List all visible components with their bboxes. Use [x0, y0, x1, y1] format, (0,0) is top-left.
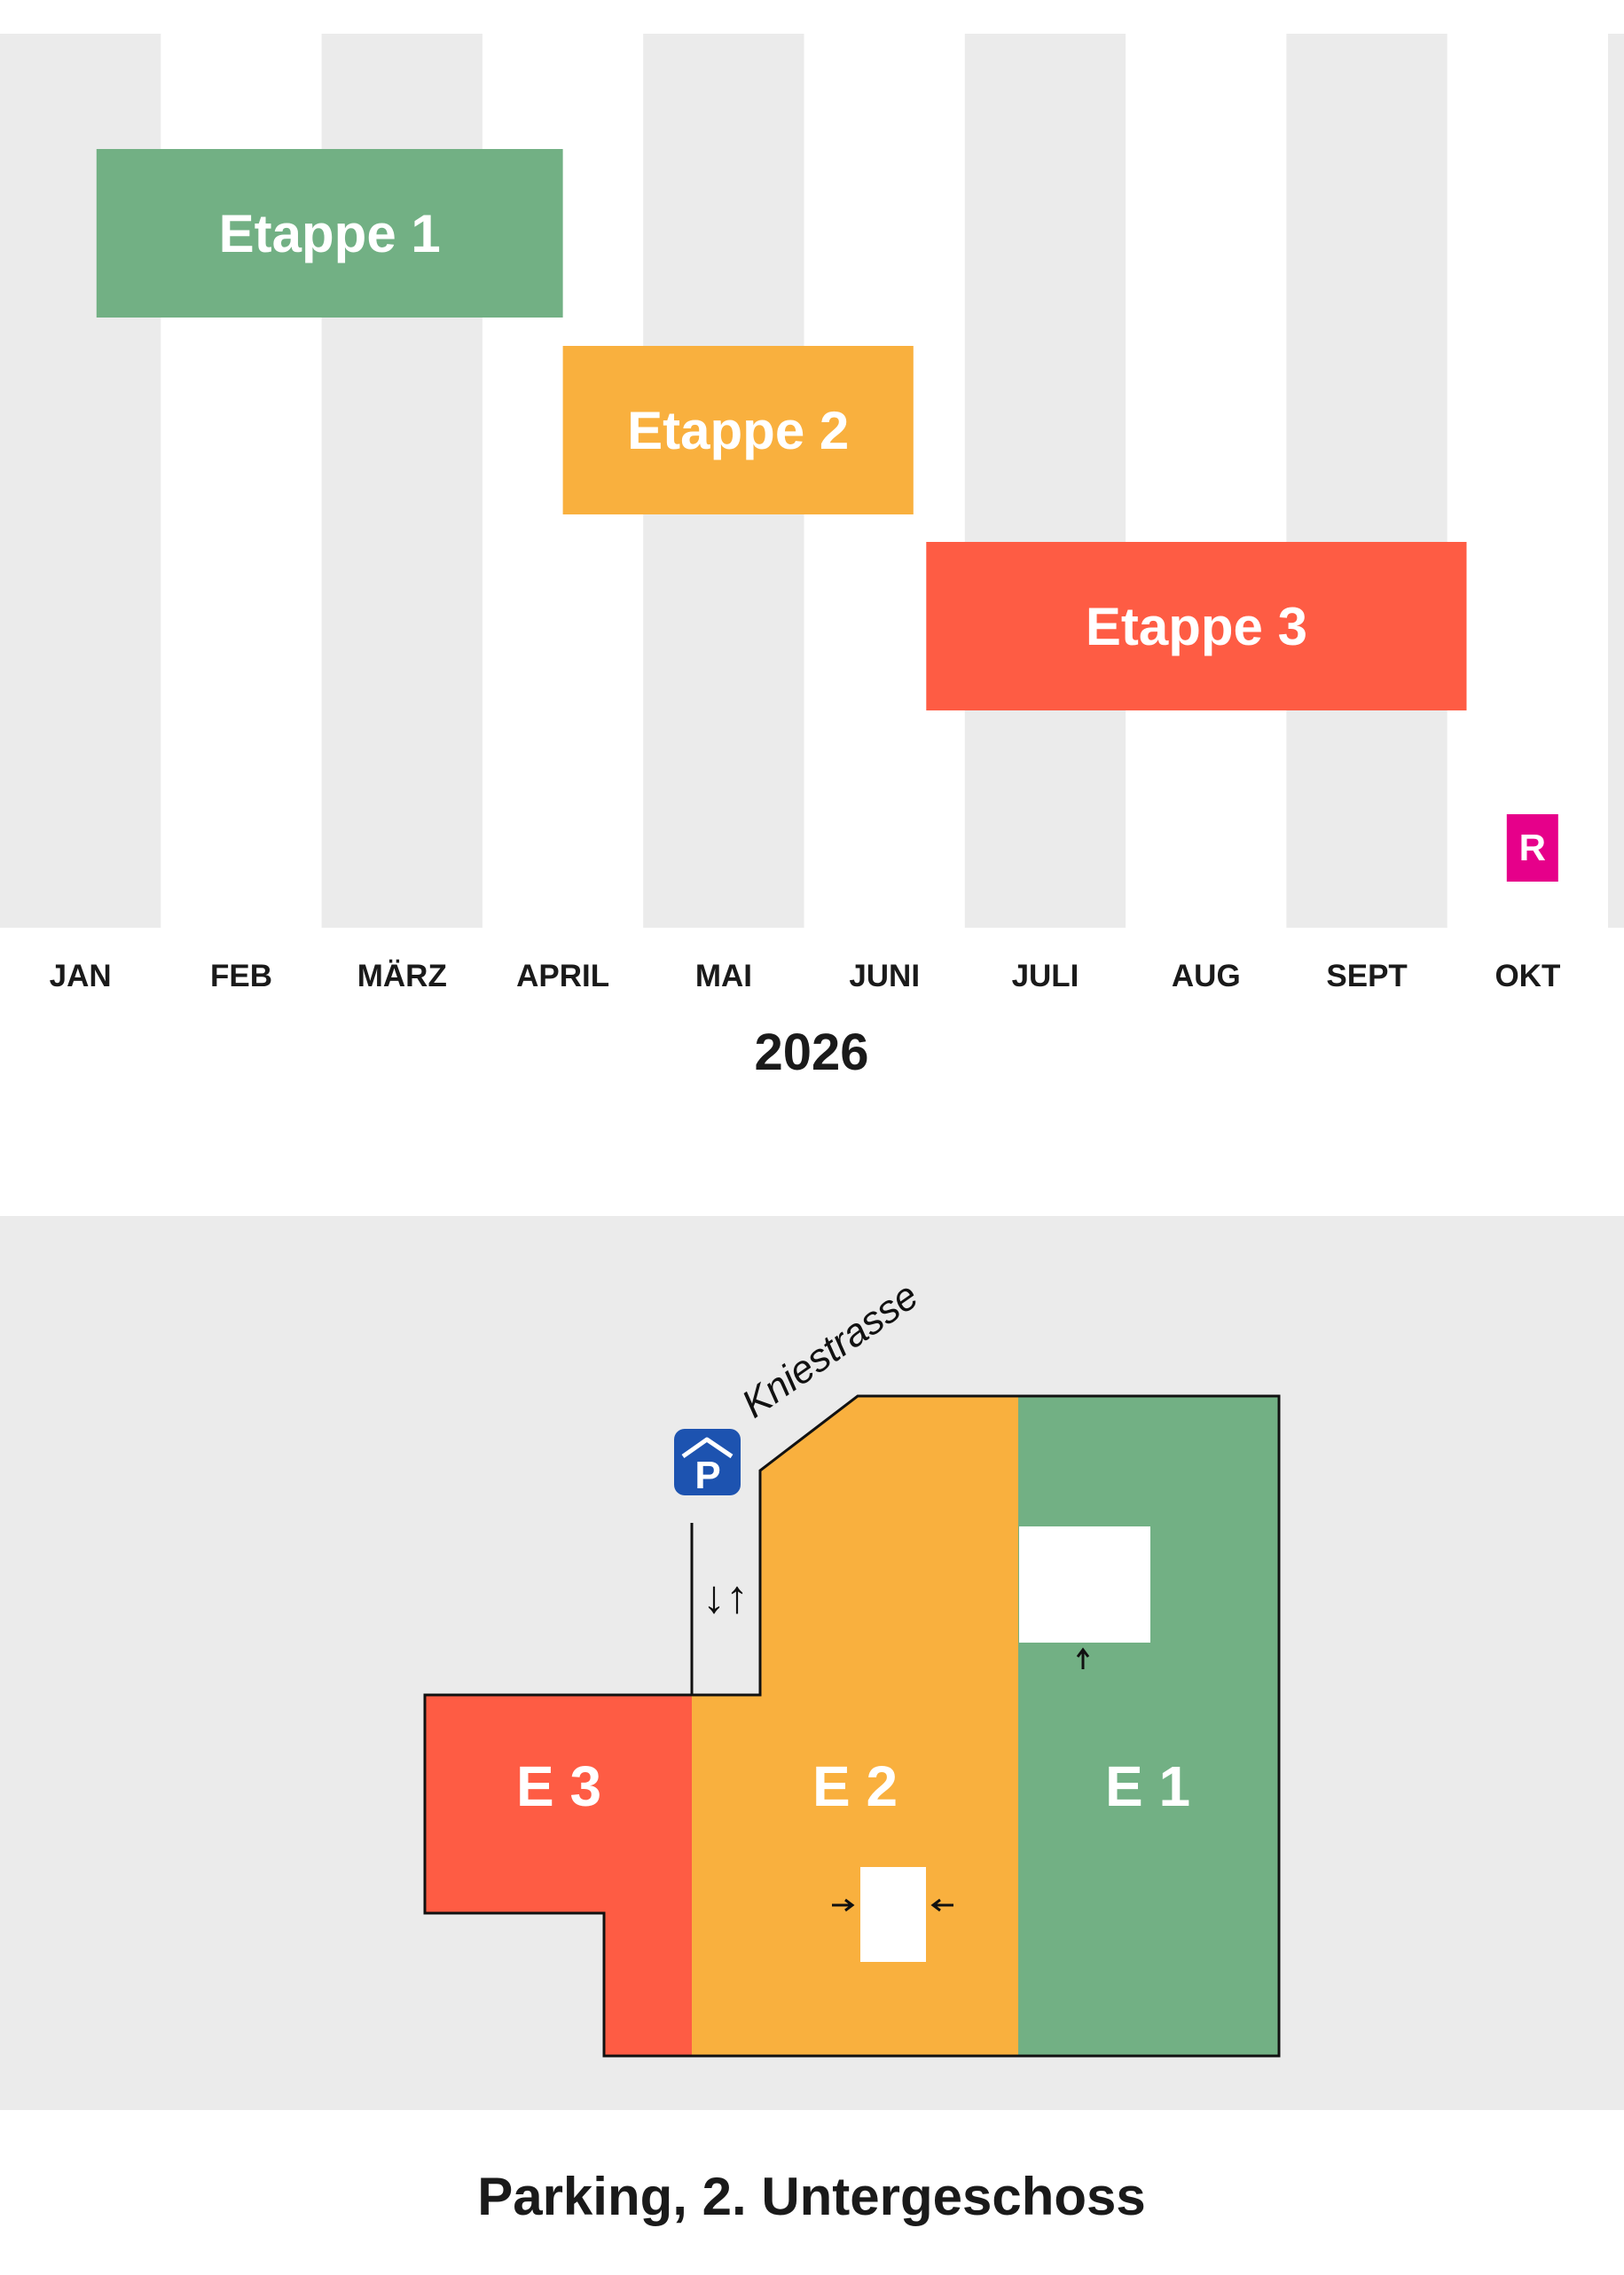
zone-e3-label: E 3	[516, 1754, 601, 1818]
r-marker: R	[1506, 814, 1558, 882]
zone-e1	[1018, 1396, 1279, 2056]
zone-e2-label: E 2	[812, 1754, 898, 1818]
stage-bar-1	[96, 149, 563, 318]
month-label: MAI	[695, 959, 752, 993]
zone-e2	[692, 1396, 1018, 2056]
arrow-up-icon	[1076, 1647, 1090, 1669]
svg-text:P: P	[694, 1454, 720, 1497]
month-label: JULI	[1012, 959, 1079, 993]
stage-label-2: Etappe 2	[627, 401, 849, 460]
stage-bar-2	[562, 346, 914, 514]
void-e1	[1019, 1526, 1150, 1643]
month-labels: JAN FEB MÄRZ APRIL MAI JUNI JULI AUG SEPT OKT	[50, 959, 1561, 993]
month-label: OKT	[1495, 959, 1560, 993]
caption: Parking, 2. Untergeschoss	[477, 2167, 1146, 2226]
building-outline	[423, 1394, 1281, 2058]
stage-label-3: Etappe 3	[1086, 597, 1307, 656]
timeline: Etappe 1 Etappe 2 Etappe 3 R JAN FEB MÄRZ APR…	[0, 34, 1624, 1081]
void-e2	[860, 1867, 926, 1962]
month-label: MÄRZ	[357, 959, 447, 993]
r-marker-box	[1506, 814, 1558, 882]
month-label: JAN	[50, 959, 112, 993]
month-label: JUNI	[849, 959, 920, 993]
entrance-arrows: ↓↑	[702, 1572, 749, 1623]
month-label: APRIL	[516, 959, 609, 993]
month-stripe	[1286, 34, 1447, 928]
parking-garage-icon: P	[674, 1429, 741, 1497]
arrow-right-icon	[832, 1898, 855, 1912]
zone-e3	[425, 1695, 692, 2056]
month-label: AUG	[1172, 959, 1241, 993]
zone-e1-label: E 1	[1105, 1754, 1190, 1818]
month-label: FEB	[210, 959, 272, 993]
month-stripe	[1608, 34, 1624, 928]
stage-label-1: Etappe 1	[219, 204, 441, 263]
r-marker-label: R	[1519, 827, 1546, 868]
month-label: SEPT	[1326, 959, 1407, 993]
year-label: 2026	[754, 1024, 868, 1081]
arrow-left-icon	[930, 1898, 953, 1912]
stage-bar-3	[926, 542, 1467, 710]
stage-bars: Etappe 1 Etappe 2 Etappe 3	[96, 149, 1467, 710]
month-stripe	[964, 34, 1126, 928]
parking-map: ↓↑ P Kniestrasse E 3 E 2 E 1	[0, 1216, 1624, 2110]
